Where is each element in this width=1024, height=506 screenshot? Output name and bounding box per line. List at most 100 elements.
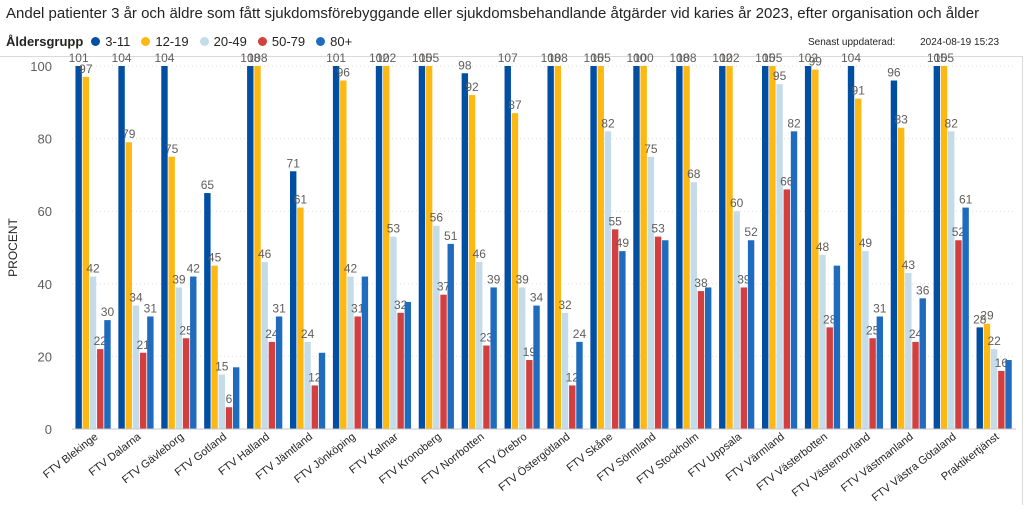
data-label: 68 [687,167,701,181]
bar [683,66,690,429]
bar [776,84,783,430]
data-label: 21 [136,338,150,352]
bar [697,291,705,429]
legend-item-3-11[interactable]: 3-11 [91,34,130,49]
data-label: 108 [541,51,561,65]
bar [940,66,948,429]
bar [747,240,755,429]
bar [998,370,1005,429]
bar [147,316,154,429]
bar [182,338,190,429]
bar [468,95,476,429]
bar [554,66,562,429]
bar [290,171,297,429]
bar [769,66,776,429]
data-label: 22 [987,334,1001,348]
data-label: 105 [755,51,775,65]
bar [619,251,626,429]
legend-item-12-19[interactable]: 12-19 [141,34,189,49]
data-label: 31 [144,301,158,315]
legend-item-20-49[interactable]: 20-49 [199,34,247,49]
data-label: 39 [487,272,501,286]
bar [232,367,240,429]
bar [390,236,397,429]
bar [397,312,404,429]
data-label: 30 [101,305,115,319]
bar [125,142,132,430]
legend-title: Åldersgrupp [6,33,84,49]
bar [876,316,884,429]
legend-item-80plus[interactable]: 80+ [316,34,352,49]
data-label: 6 [226,392,233,406]
data-label: 52 [744,225,758,239]
bar [247,66,254,429]
bar [82,76,90,429]
data-label: 82 [787,116,801,130]
bar [297,207,304,429]
data-label: 16 [995,356,1009,370]
bar [461,73,469,429]
bar [704,287,712,429]
data-label: 49 [859,236,873,250]
bar [204,193,211,429]
data-label: 34 [129,291,143,305]
bar [604,131,612,429]
bar [132,305,140,429]
data-label: 39 [172,272,186,286]
legend-label: 50-79 [271,33,306,49]
data-label: 105 [412,51,432,65]
data-label: 96 [337,66,351,80]
data-label: 83 [894,113,908,127]
bar [139,352,147,429]
data-label: 12 [566,370,580,384]
bar [569,385,576,429]
bar [375,66,383,429]
data-label: 104 [841,51,861,65]
legend: Åldersgrupp 3-11 12-19 20-49 50-79 80+ [6,33,363,49]
data-label: 52 [952,225,966,239]
category-label: FTV Västernorrland [790,431,873,500]
bar [783,189,790,429]
bar [847,66,855,429]
data-label: 43 [902,258,916,272]
data-label: 96 [887,66,901,80]
bar [225,407,233,429]
data-label: 23 [480,331,494,345]
bar [762,66,769,429]
data-label: 105 [927,51,947,65]
data-label: 104 [112,51,132,65]
bar [812,69,819,429]
data-label: 100 [626,51,646,65]
data-label: 102 [798,51,818,65]
chart-frame [0,56,1023,505]
data-label: 108 [548,51,568,65]
data-label: 39 [515,272,529,286]
data-label: 55 [608,214,622,228]
data-label: 39 [737,272,751,286]
bar [912,341,919,429]
data-label: 31 [351,301,365,315]
data-label: 102 [712,51,732,65]
bar [955,240,962,429]
bar [418,66,426,429]
data-label: 28 [823,312,837,326]
bar [611,229,619,429]
bar [518,287,526,429]
data-label: 53 [387,222,401,236]
legend-item-50-79[interactable]: 50-79 [257,33,306,49]
bar [647,156,655,429]
bar [833,265,841,429]
data-label: 87 [508,98,522,112]
updated-value: 2024-08-19 15:23 [920,37,1000,48]
data-label: 107 [498,51,518,65]
data-label: 92 [465,80,479,94]
data-label: 51 [444,229,458,243]
bar [790,131,798,429]
data-label: 46 [258,247,272,261]
data-label: 105 [584,51,604,65]
bar [354,316,361,429]
last-updated: Senast uppdaterad: 2024-08-19 15:23 [808,37,999,48]
data-label: 42 [187,262,201,276]
bar [576,341,583,429]
